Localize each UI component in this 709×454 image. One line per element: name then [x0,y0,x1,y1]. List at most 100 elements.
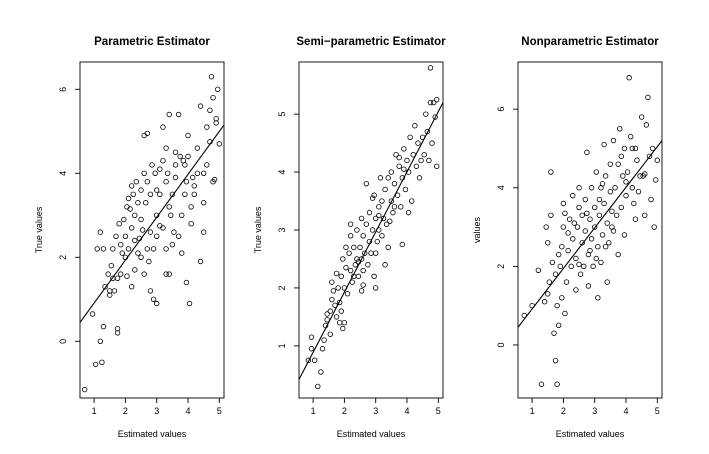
data-point [163,271,169,277]
data-point [399,241,406,248]
data-point [555,322,562,328]
data-point [579,212,585,218]
data-point [635,188,642,195]
data-point [634,157,640,163]
data-point [559,295,565,301]
data-point [333,314,340,320]
data-point [147,191,154,197]
data-point [379,198,385,204]
data-point [538,381,545,387]
data-point [607,188,614,195]
x-tick-label: 3 [373,406,378,416]
data-point [599,181,606,187]
data-point [612,185,618,191]
data-point [153,233,160,239]
data-point [138,254,144,260]
data-point [551,330,557,336]
data-point [144,246,151,252]
data-point [130,191,136,197]
data-point [399,175,406,181]
data-point [562,210,568,216]
data-point [194,170,201,176]
data-point [369,227,376,233]
data-point [609,208,615,215]
data-point [419,134,426,141]
x-tick-label: 5 [655,406,660,416]
data-point [366,209,373,216]
data-point [172,174,179,181]
data-point [341,285,348,291]
data-point [602,244,609,250]
data-point [390,209,396,216]
data-point [166,204,172,210]
data-point [215,86,221,92]
data-point [308,334,315,340]
data-point [590,263,596,270]
data-point [548,169,554,175]
data-point [621,145,628,152]
data-point [521,312,527,319]
y-tick-label: 6 [496,107,506,112]
data-point [163,246,169,252]
data-point [554,302,560,309]
data-point [629,145,635,152]
data-point [596,212,603,218]
data-point [369,195,376,201]
data-point [591,204,598,211]
data-point [548,212,554,218]
data-point [147,229,154,235]
data-point [426,157,432,164]
data-point [371,192,377,198]
plot-frame [517,61,663,399]
data-point [157,166,163,172]
data-point [424,128,431,135]
data-point [604,220,610,226]
data-point [347,221,354,227]
data-point [147,288,154,294]
fit-line [299,102,443,380]
data-point [335,285,341,291]
plot-frame [79,61,225,399]
data-point [363,221,370,227]
data-point [610,137,617,144]
y-tick-label: 4 [496,185,506,190]
data-point [602,173,609,179]
data-point [340,325,346,332]
data-point [371,273,377,280]
data-point [163,145,169,151]
data-point [311,357,318,364]
data-point [585,283,592,289]
data-point [135,199,141,206]
data-point [179,250,185,256]
data-point [200,229,207,235]
data-point [197,258,204,265]
y-tick-label: 4 [58,171,68,176]
data-point [321,337,327,343]
data-point [365,262,371,268]
data-point [588,185,595,191]
data-point [99,359,105,365]
data-point [336,299,343,306]
data-point [434,96,440,103]
data-point [128,225,135,231]
x-tick-label: 2 [342,406,347,416]
data-point [418,157,424,164]
data-point [100,323,107,330]
data-point [122,254,129,260]
data-point [543,224,549,230]
data-point [308,346,315,352]
data-point [593,169,599,175]
data-point [623,179,629,185]
data-point [114,330,121,336]
data-point [609,224,615,230]
data-point [408,198,415,204]
data-point [380,215,387,222]
data-point [410,151,416,158]
data-point [351,273,357,280]
data-point [143,199,149,206]
data-point [157,191,163,197]
y-axis-label: True values [34,206,44,253]
data-point [97,338,104,344]
x-tick-label: 3 [592,406,597,416]
data-point [100,246,107,252]
